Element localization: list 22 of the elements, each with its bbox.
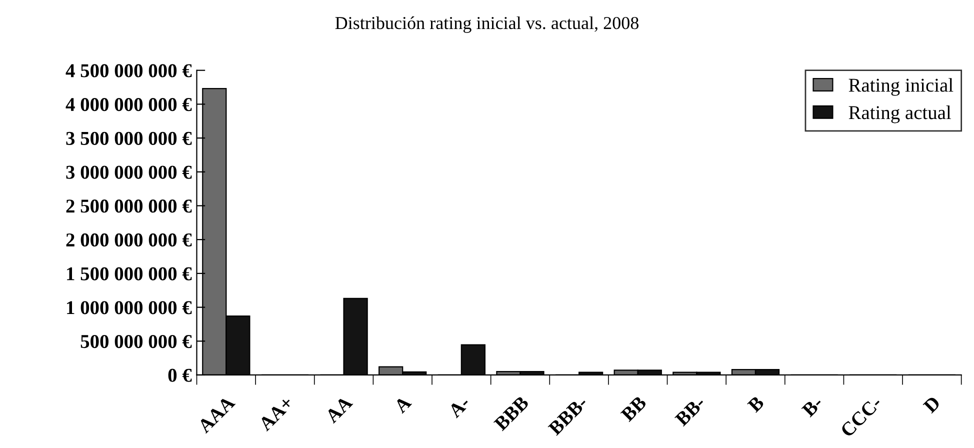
y-tick-label: 2 500 000 000 € <box>66 200 192 213</box>
x-tick-label: A <box>393 394 412 414</box>
x-tick-label: BB- <box>674 395 706 427</box>
y-tick-label: 4 000 000 000 € <box>66 98 192 112</box>
y-tick-label: 4 500 000 000 € <box>66 64 192 78</box>
y-tick-label: 0 € <box>168 368 192 382</box>
chart-title: Distribución rating inicial vs. actual, 2008 <box>335 16 638 33</box>
legend-label: Rating inicial <box>848 78 954 96</box>
y-tick-label: 2 000 000 000 € <box>66 233 192 247</box>
x-tick-label: AA <box>324 394 354 424</box>
x-tick-label: D <box>922 396 941 414</box>
x-tick-label: B <box>747 395 765 413</box>
x-tick-label: A- <box>448 395 470 418</box>
y-tick-label: 500 000 000 € <box>80 334 192 348</box>
x-tick-label: BB <box>620 395 648 422</box>
legend-label: Rating actual <box>848 106 951 124</box>
x-tick-label: AA+ <box>258 396 294 432</box>
y-tick-label: 3 500 000 000 € <box>66 132 192 145</box>
y-tick-label: 1 000 000 000 € <box>67 301 192 314</box>
y-tick-label: 1 500 000 000 € <box>67 267 192 280</box>
y-tick-label: 3 000 000 000 € <box>66 166 192 179</box>
x-tick-label: B- <box>801 395 824 418</box>
